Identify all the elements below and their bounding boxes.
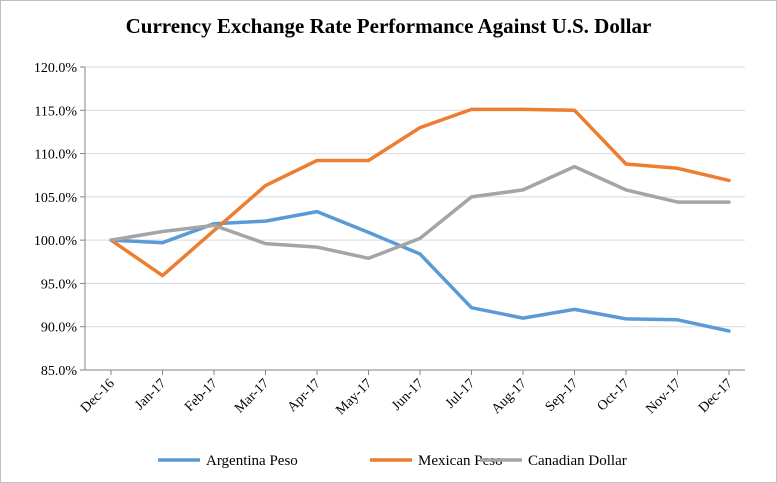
x-tick-label: Jun-17 [389,376,427,414]
series-line-canadian-dollar [109,164,731,261]
y-tick-label: 110.0% [34,148,77,163]
x-tick-label: Sep-17 [543,376,582,415]
x-tick-labels: Dec-16 Jan-17 Feb-17 Mar-17 Apr-17 May-17 Jun-… [78,376,736,418]
legend-label: Mexican Peso [418,453,503,469]
chart-title: Currency Exchange Rate Performance Again… [125,14,652,38]
x-tick-label: Jan-17 [132,376,169,413]
y-tick-label: 100.0% [34,234,78,249]
series-line-mexican-peso [109,107,731,278]
x-tick-label: Aug-17 [489,376,530,417]
legend: Argentina Peso Mexican Peso Canadian Dolla… [158,453,627,469]
series-lines [109,107,731,333]
x-tick-label: Feb-17 [182,376,221,415]
x-tick-label: Dec-17 [696,376,736,416]
y-tick-label: 85.0% [41,364,78,379]
x-tick-label: Oct-17 [595,376,633,414]
y-tick-label: 90.0% [41,321,78,336]
legend-label: Canadian Dollar [528,453,627,469]
gridlines [85,66,745,371]
y-tick-labels: 85.0% 90.0% 95.0% 100.0% 105.0% 110.0% 115.0% 1… [34,61,78,379]
axes [80,66,745,375]
y-tick-label: 105.0% [34,191,78,206]
y-tick-label: 115.0% [34,104,77,119]
x-tick-label: Dec-16 [78,376,118,416]
x-tick-label: Jul-17 [443,376,478,411]
x-tick-label: May-17 [333,376,375,418]
series-line-argentina-peso [109,209,731,333]
y-tick-label: 120.0% [34,61,78,76]
y-tick-label: 95.0% [41,277,78,292]
x-tick-label: Nov-17 [643,376,684,417]
legend-label: Argentina Peso [206,453,298,469]
x-tick-label: Apr-17 [285,376,324,415]
x-tick-label: Mar-17 [232,376,272,416]
